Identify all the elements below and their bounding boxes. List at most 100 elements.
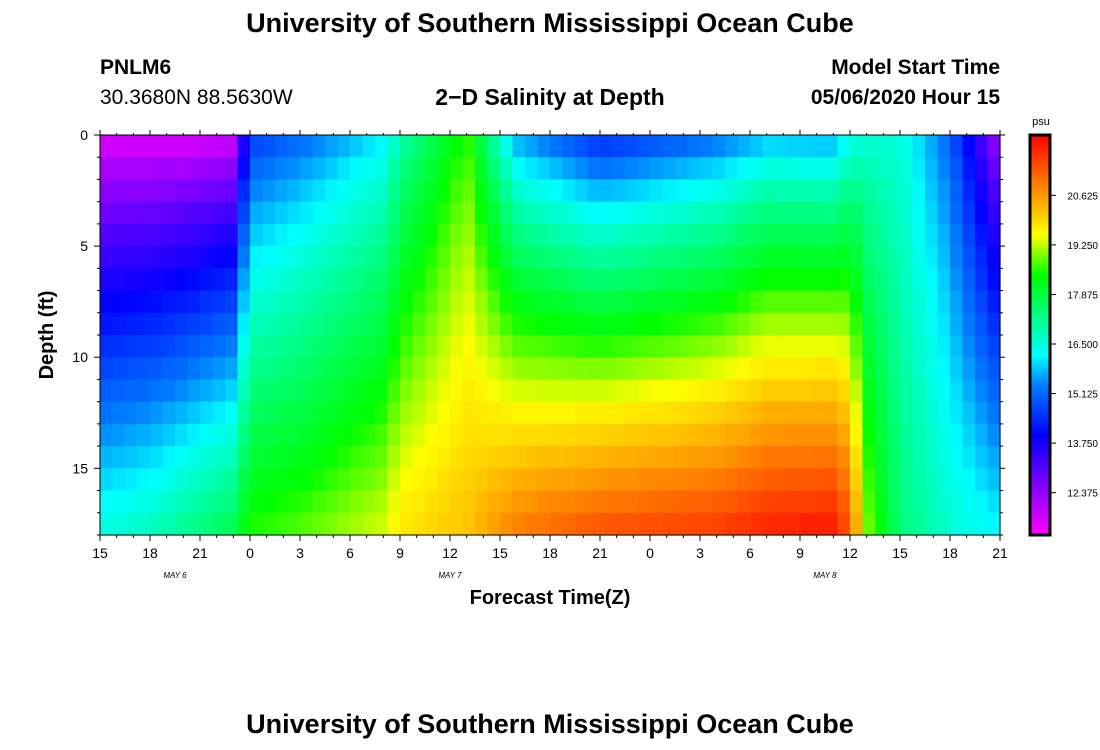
heatmap-cell <box>562 335 576 358</box>
heatmap-cell <box>562 312 576 336</box>
heatmap-cell <box>275 401 289 425</box>
heatmap-cell <box>975 246 989 269</box>
heatmap-cell <box>600 335 614 358</box>
heatmap-cell <box>787 357 801 381</box>
heatmap-cell <box>162 468 176 492</box>
heatmap-cell <box>875 401 889 425</box>
heatmap-cell <box>150 268 164 292</box>
heatmap-cell <box>325 268 339 292</box>
y-tick-label: 5 <box>80 238 88 254</box>
heatmap-cell <box>762 512 776 536</box>
heatmap-cell <box>175 135 189 158</box>
heatmap-cell <box>225 201 239 225</box>
heatmap-cell <box>512 290 526 314</box>
heatmap-cell <box>662 335 676 358</box>
heatmap-cell <box>850 312 864 336</box>
heatmap-cell <box>450 135 464 158</box>
heatmap-cell <box>762 223 776 247</box>
heatmap-cell <box>337 246 351 269</box>
heatmap-cell <box>475 290 489 314</box>
heatmap-cell <box>775 223 789 247</box>
heatmap-cell <box>462 268 476 292</box>
heatmap-cell <box>137 157 151 181</box>
colorbar-tick-label: 16.500 <box>1067 340 1098 351</box>
heatmap-cell <box>937 335 951 358</box>
heatmap-cell <box>387 357 401 381</box>
heatmap-cell <box>187 446 201 469</box>
heatmap-cell <box>425 468 439 492</box>
heatmap-cell <box>137 246 151 269</box>
heatmap-cell <box>675 201 689 225</box>
heatmap-cell <box>762 423 776 447</box>
heatmap-cell <box>412 135 426 158</box>
heatmap-cell <box>525 357 539 381</box>
heatmap-cell <box>587 268 601 292</box>
heatmap-cell <box>775 157 789 181</box>
heatmap-cell <box>637 201 651 225</box>
heatmap-cell <box>562 268 576 292</box>
heatmap-cell <box>387 512 401 536</box>
heatmap-cell <box>825 223 839 247</box>
heatmap-cell <box>937 468 951 492</box>
heatmap-cell <box>900 201 914 225</box>
heatmap-cell <box>537 179 551 203</box>
heatmap-cell <box>537 312 551 336</box>
heatmap-cell <box>562 490 576 514</box>
heatmap-cell <box>662 423 676 447</box>
heatmap-cell <box>600 246 614 269</box>
heatmap-cell <box>975 379 989 403</box>
heatmap-cell <box>925 423 939 447</box>
heatmap-cell <box>312 179 326 203</box>
station-coordinates: 30.3680N 88.5630W <box>100 86 293 109</box>
heatmap-cell <box>900 135 914 158</box>
heatmap-cell <box>762 179 776 203</box>
heatmap-cell <box>500 268 514 292</box>
heatmap-cell <box>225 468 239 492</box>
heatmap-cell <box>312 401 326 425</box>
heatmap-cell <box>312 446 326 469</box>
heatmap-cell <box>362 312 376 336</box>
heatmap-cell <box>237 490 251 514</box>
heatmap-cell <box>362 290 376 314</box>
heatmap-cell <box>837 246 851 269</box>
heatmap-cell <box>400 357 414 381</box>
heatmap-cell <box>712 357 726 381</box>
heatmap-cell <box>412 357 426 381</box>
heatmap-cell <box>512 335 526 358</box>
heatmap-cell <box>187 312 201 336</box>
heatmap-cell <box>400 379 414 403</box>
heatmap-cell <box>850 379 864 403</box>
heatmap-cell <box>950 179 964 203</box>
heatmap-cell <box>525 379 539 403</box>
heatmap-cell <box>562 423 576 447</box>
heatmap-cell <box>512 157 526 181</box>
heatmap-cell <box>600 357 614 381</box>
heatmap-cell <box>887 157 901 181</box>
heatmap-cell <box>337 512 351 536</box>
heatmap-cell <box>500 512 514 536</box>
heatmap-cell <box>100 246 114 269</box>
heatmap-cell <box>900 357 914 381</box>
heatmap-cell <box>775 357 789 381</box>
heatmap-cell <box>262 246 276 269</box>
x-tick-label: 18 <box>942 545 958 561</box>
heatmap-cell <box>600 401 614 425</box>
heatmap-cell <box>500 135 514 158</box>
heatmap-cell <box>600 468 614 492</box>
heatmap-cell <box>100 468 114 492</box>
heatmap-cell <box>225 223 239 247</box>
heatmap-cell <box>312 379 326 403</box>
heatmap-cell <box>437 179 451 203</box>
heatmap-cell <box>812 423 826 447</box>
heatmap-cell <box>437 512 451 536</box>
colorbar-tick-label: 15.125 <box>1067 390 1098 401</box>
heatmap-cell <box>450 312 464 336</box>
heatmap-cell <box>700 179 714 203</box>
heatmap-cell <box>125 357 139 381</box>
heatmap-cell <box>262 357 276 381</box>
heatmap-cell <box>750 512 764 536</box>
heatmap-cell <box>437 446 451 469</box>
heatmap-cell <box>900 312 914 336</box>
heatmap-cell <box>137 201 151 225</box>
heatmap-cell <box>100 201 114 225</box>
